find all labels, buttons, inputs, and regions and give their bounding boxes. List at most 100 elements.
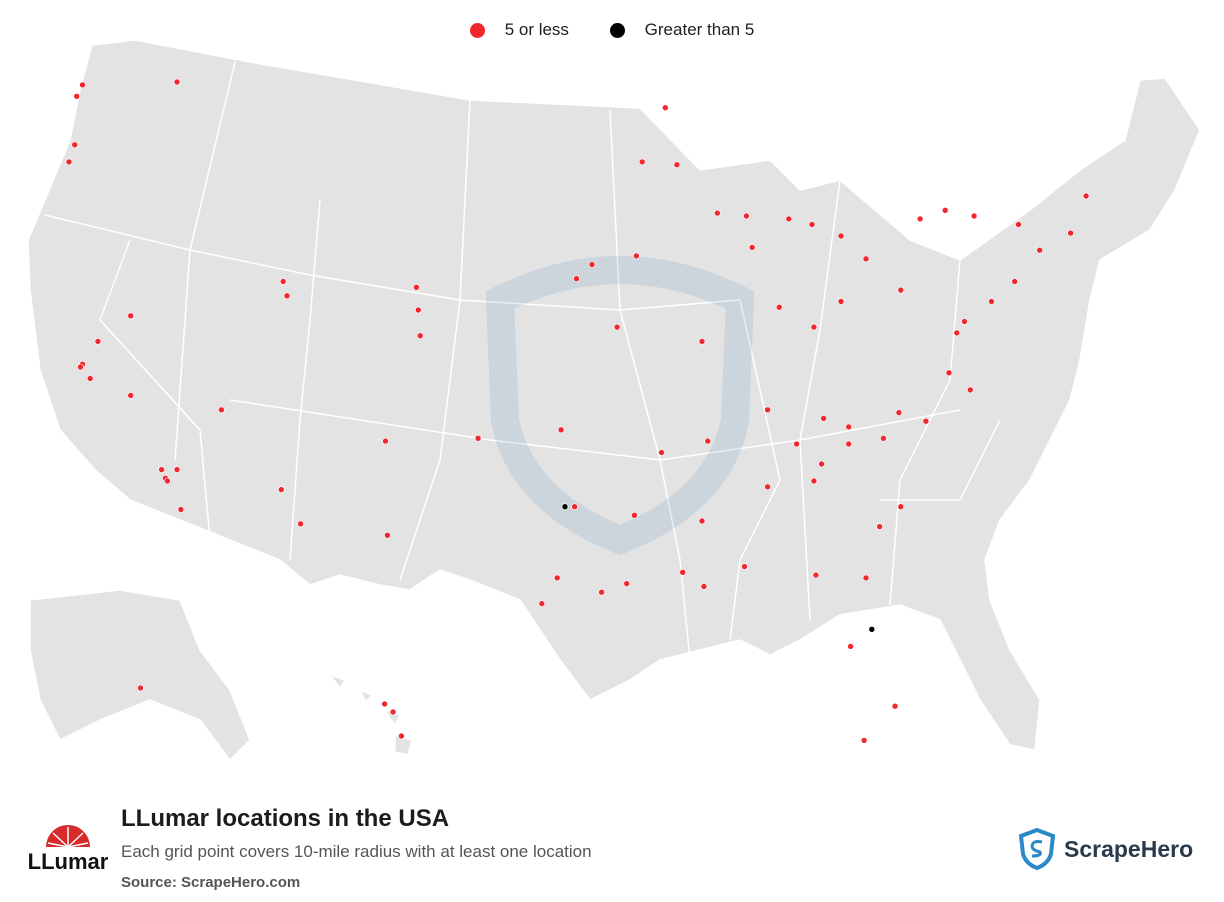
location-point-low [414, 306, 422, 314]
legend-label-high: Greater than 5 [644, 20, 755, 39]
location-point-low [381, 700, 388, 708]
location-point-low [382, 437, 389, 445]
location-point-low [633, 252, 640, 260]
location-point-low [714, 209, 721, 217]
location-point-low [862, 255, 870, 263]
location-point-low [698, 338, 706, 345]
location-point-low [573, 275, 580, 283]
location-point-low [538, 600, 546, 607]
location-point-low [389, 708, 397, 716]
location-point-low [571, 503, 578, 511]
location-point-low [1067, 229, 1074, 237]
location-point-low [922, 417, 930, 425]
location-point-high [561, 503, 569, 511]
location-point-low [1082, 192, 1090, 200]
location-point-low [698, 517, 706, 525]
location-point-low [173, 466, 181, 473]
location-point-low [297, 520, 304, 528]
location-point-low [1036, 246, 1043, 254]
llumar-logo-text: LLumar [28, 849, 108, 874]
legend-item-low: 5 or less [469, 20, 569, 40]
location-point-low [77, 363, 84, 371]
location-point-low [880, 434, 887, 442]
location-point-low [748, 244, 756, 251]
location-point-low [177, 506, 185, 513]
scrapehero-text: ScrapeHero [1064, 835, 1194, 862]
location-point-low [137, 684, 144, 692]
location-point-low [1011, 278, 1019, 285]
location-point-low [970, 212, 978, 220]
page-subtitle: Each grid point covers 10-mile radius wi… [121, 842, 592, 861]
location-point-low [793, 440, 800, 448]
location-point-low [557, 426, 565, 434]
location-point-low [845, 440, 853, 448]
location-point-low [837, 298, 845, 305]
location-point-low [1015, 221, 1022, 228]
location-point-low [862, 574, 870, 582]
source-credit: Source: ScrapeHero.com [121, 874, 301, 891]
scrapehero-shield-icon [1018, 828, 1056, 870]
state-borders [44, 61, 1001, 661]
location-point-low [953, 329, 961, 337]
location-point-low [891, 702, 899, 710]
location-point-low [613, 323, 621, 331]
location-point-low [916, 215, 924, 223]
location-point-low [73, 93, 80, 100]
location-point-low [623, 580, 631, 587]
location-point-low [845, 423, 853, 431]
location-point-low [65, 158, 73, 166]
llumar-logo: LLumar [28, 825, 108, 874]
location-point-low [764, 406, 771, 414]
location-point-low [988, 298, 995, 305]
location-point-low [812, 571, 820, 579]
location-point-low [741, 563, 748, 570]
location-point-low [398, 732, 405, 740]
location-point-low [810, 323, 818, 331]
location-point-low [277, 486, 285, 493]
location-point-low [679, 568, 687, 576]
land [27, 39, 1201, 762]
location-point-low [553, 574, 561, 582]
location-point-low [474, 434, 482, 442]
location-point-low [820, 415, 827, 422]
page-title: LLumar locations in the USA [121, 805, 450, 832]
location-point-low [631, 511, 638, 519]
location-point-low [808, 221, 816, 228]
location-point-low [413, 283, 420, 291]
location-point-low [810, 477, 818, 485]
location-point-low [785, 215, 793, 223]
location-points-high [561, 503, 876, 633]
location-point-low [86, 375, 94, 382]
location-point-low [673, 161, 681, 168]
scrapehero-brand: ScrapeHero [1018, 828, 1193, 870]
hawaii-shape [327, 673, 413, 756]
location-point-low [743, 212, 750, 220]
location-point-low [279, 278, 287, 285]
location-point-low [847, 643, 854, 650]
location-point-low [79, 81, 86, 89]
location-point-low [588, 261, 596, 268]
location-point-low [941, 207, 949, 214]
location-point-low [658, 449, 665, 456]
location-point-low [127, 392, 134, 399]
location-point-low [638, 158, 646, 166]
location-point-low [700, 583, 708, 590]
location-point-high [868, 625, 876, 633]
location-point-low [164, 477, 171, 485]
location-point-low [661, 104, 669, 111]
location-point-low [218, 406, 225, 414]
location-point-low [775, 303, 783, 311]
legend-item-high: Greater than 5 [609, 20, 755, 40]
location-point-low [966, 386, 974, 394]
location-point-low [764, 483, 771, 491]
location-point-low [895, 409, 903, 416]
location-point-low [384, 531, 391, 539]
location-point-low [897, 503, 905, 511]
location-point-low [818, 460, 825, 468]
location-point-low [876, 523, 883, 530]
location-point-low [71, 141, 78, 149]
legend-dot-high [609, 22, 625, 38]
location-point-low [416, 332, 424, 340]
location-point-low [897, 286, 905, 294]
location-point-low [598, 588, 605, 596]
